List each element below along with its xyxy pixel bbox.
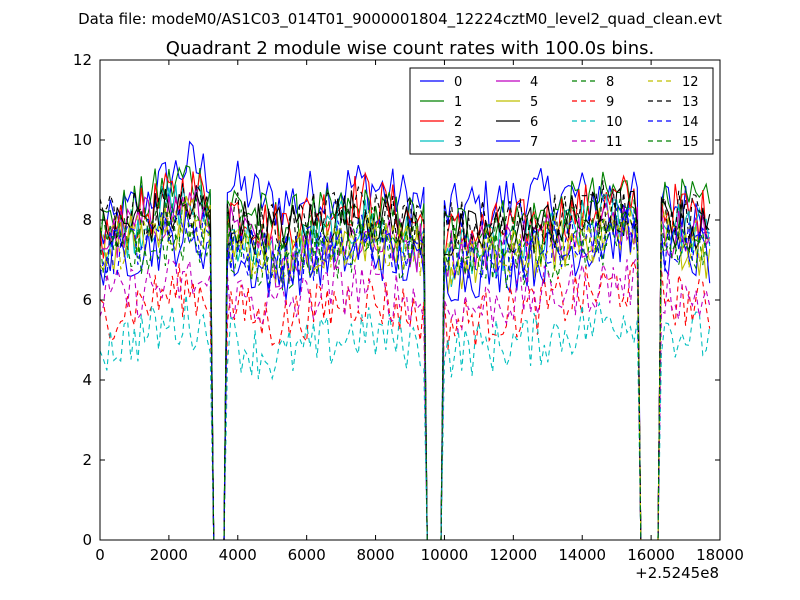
series-line-12 bbox=[100, 198, 710, 540]
x-tick-label: 12000 bbox=[489, 546, 537, 564]
legend-label-5: 5 bbox=[530, 95, 538, 110]
legend-label-6: 6 bbox=[530, 115, 538, 130]
series-layer bbox=[100, 140, 711, 540]
y-tick-label: 10 bbox=[73, 131, 92, 149]
legend-label-14: 14 bbox=[682, 115, 699, 130]
x-tick-label: 16000 bbox=[627, 546, 675, 564]
series-line-4 bbox=[100, 184, 711, 540]
series-line-8 bbox=[100, 208, 711, 540]
legend-label-11: 11 bbox=[606, 135, 623, 150]
legend-label-9: 9 bbox=[606, 95, 614, 110]
x-tick-label: 8000 bbox=[356, 546, 394, 564]
legend-label-2: 2 bbox=[454, 115, 462, 130]
series-line-9 bbox=[100, 259, 711, 540]
plot-frame bbox=[99, 59, 721, 541]
ticks-layer: 0 2000 4000 6000 8000 10000 12000 14000 16000 180… bbox=[73, 51, 744, 564]
legend-label-1: 1 bbox=[454, 95, 462, 110]
series-line-15 bbox=[100, 195, 710, 540]
series-line-10 bbox=[100, 294, 711, 540]
legend-label-0: 0 bbox=[454, 75, 462, 90]
x-offset-label: +2.5245e8 bbox=[635, 564, 719, 582]
legend-label-13: 13 bbox=[682, 95, 699, 110]
x-tick-label: 2000 bbox=[150, 546, 188, 564]
series-line-6 bbox=[100, 187, 711, 540]
x-tick-label: 4000 bbox=[219, 546, 257, 564]
x-tick-label: 10000 bbox=[421, 546, 469, 564]
x-tick-label: 0 bbox=[95, 546, 105, 564]
suptitle: Data file: modeM0/AS1C03_014T01_90000018… bbox=[78, 10, 722, 29]
legend-label-12: 12 bbox=[682, 75, 699, 90]
y-tick-label: 8 bbox=[82, 211, 92, 229]
y-tick-label: 0 bbox=[82, 531, 92, 549]
y-tick-label: 6 bbox=[82, 291, 92, 309]
chart-title: Quadrant 2 module wise count rates with … bbox=[166, 38, 655, 59]
series-line-0 bbox=[100, 140, 710, 540]
x-tick-label: 6000 bbox=[288, 546, 326, 564]
x-tick-label: 18000 bbox=[696, 546, 744, 564]
series-line-11 bbox=[100, 255, 711, 540]
legend-label-8: 8 bbox=[606, 75, 614, 90]
y-tick-label: 4 bbox=[82, 371, 92, 389]
x-tick-label: 14000 bbox=[558, 546, 606, 564]
legend-label-10: 10 bbox=[606, 115, 623, 130]
legend-label-4: 4 bbox=[530, 75, 538, 90]
legend-label-3: 3 bbox=[454, 135, 462, 150]
legend-label-15: 15 bbox=[682, 135, 699, 150]
y-tick-label: 12 bbox=[73, 51, 92, 69]
legend-box bbox=[409, 67, 714, 155]
y-tick-label: 2 bbox=[82, 451, 92, 469]
series-line-13 bbox=[100, 180, 711, 540]
legend-label-7: 7 bbox=[530, 135, 538, 150]
